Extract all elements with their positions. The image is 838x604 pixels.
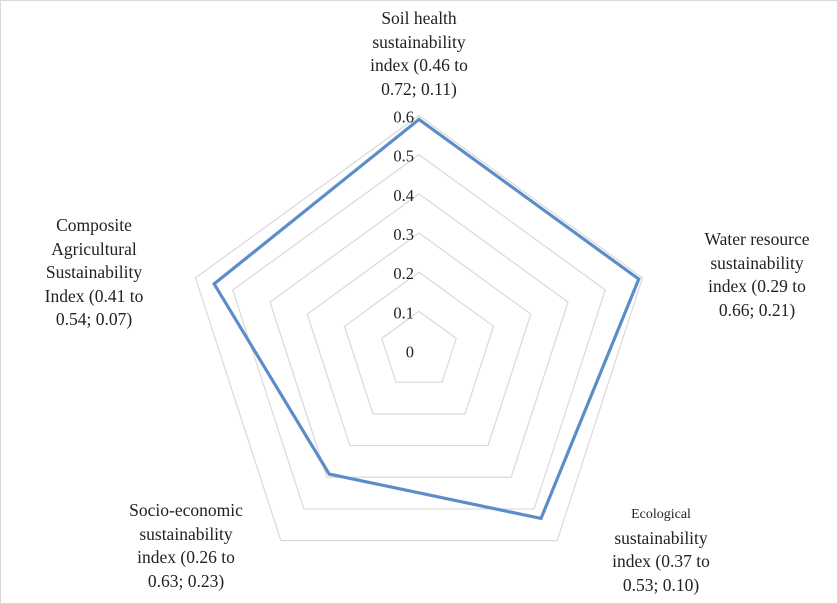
axis-label-composite: Composite Agricultural Sustainability Index… — [44, 215, 144, 329]
axis-label-water-resource: Water resource sustainability index (0.29 … — [704, 229, 810, 320]
axis-label-socio-economic: Socio-economic sustainability index (0.26 … — [129, 500, 243, 591]
radial-tick-label: 0.4 — [393, 186, 414, 205]
series-line — [212, 117, 641, 521]
grid-ring — [269, 193, 569, 478]
axis-label-ecological: Ecological sustainability index (0.37 to 0.… — [612, 507, 710, 595]
radial-tick-label: 0.1 — [393, 303, 414, 322]
radial-tick-label: 0.3 — [393, 225, 414, 244]
radial-tick-label: 0 — [406, 343, 414, 362]
radial-tick-label: 0.5 — [393, 147, 414, 166]
axis-label-soil-health: Soil health sustainability index (0.46 to 0… — [370, 8, 468, 99]
grid-ring — [381, 310, 457, 383]
grid-ring — [232, 153, 606, 510]
radial-tick-label: 0.2 — [393, 264, 414, 283]
grid-ring — [343, 271, 495, 415]
grid-ring — [306, 232, 532, 447]
radial-tick-label: 0.6 — [393, 108, 414, 127]
grid-ring — [194, 114, 644, 542]
